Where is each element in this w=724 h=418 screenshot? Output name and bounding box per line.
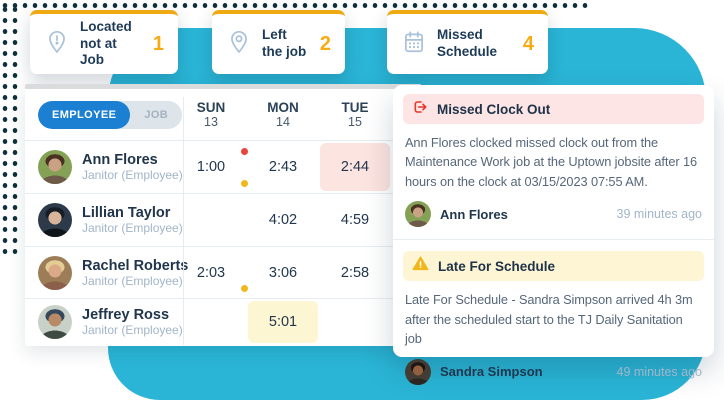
view-toggle: EMPLOYEE JOB [38, 100, 183, 129]
time-cell[interactable]: 2:43 [268, 159, 298, 175]
toggle-employee[interactable]: EMPLOYEE [38, 100, 131, 129]
time-cell[interactable] [176, 196, 246, 244]
employee-name: Rachel Roberts [82, 257, 189, 274]
notification-body: Ann Flores clocked missed clock out from… [405, 135, 698, 189]
card-label: Left the job [262, 27, 307, 59]
employee-role: Janitor (Employee) [82, 168, 183, 182]
time-cell-highlight-missed[interactable]: 2:44 [320, 143, 390, 191]
avatar [38, 150, 72, 184]
card-count: 4 [522, 32, 534, 55]
schedule-table: EMPLOYEE JOB SUN 13 MON 14 TUE 15 Ann Fl… [25, 84, 421, 346]
card-missed-schedule[interactable]: Missed Schedule 4 [387, 10, 548, 74]
time-cell[interactable]: 2:58 [340, 264, 370, 281]
time-cell[interactable]: 4:59 [340, 212, 370, 228]
card-located-not-at-job[interactable]: Located not at Job 1 [30, 10, 178, 74]
avatar [38, 305, 72, 339]
notification-divider [393, 239, 714, 241]
alert-dot-yellow [241, 180, 248, 187]
employee-role: Janitor (Employee) [82, 323, 183, 337]
avatar [38, 255, 72, 290]
column-header-mon: MON 14 [267, 99, 299, 130]
avatar [405, 358, 431, 385]
notification-late-for-schedule[interactable]: Late For Schedule [403, 251, 704, 282]
pin-icon [226, 29, 252, 60]
notification-body: Late For Schedule - Sandra Simpson arriv… [405, 292, 693, 347]
time-cell[interactable] [176, 301, 246, 343]
pin-alert-icon [44, 29, 70, 60]
avatar [405, 201, 431, 228]
notification-missed-clock-out[interactable]: Missed Clock Out [403, 94, 704, 124]
column-header-tue: TUE 15 [341, 99, 369, 130]
card-count: 2 [319, 32, 331, 55]
avatar [38, 203, 72, 237]
time-cell[interactable]: 3:06 [268, 264, 298, 281]
dot-pattern-left [0, 4, 18, 258]
time-cell-highlight-late[interactable]: 5:01 [248, 301, 318, 343]
table-row-ann-flores[interactable]: Ann Flores Janitor (Employee) 1:00 2:43 … [25, 141, 421, 194]
column-header-sun: SUN 13 [196, 99, 226, 130]
time-cell[interactable]: 4:02 [268, 212, 298, 228]
notification-title: Missed Clock Out [437, 101, 551, 117]
employee-name: Ann Flores [82, 152, 158, 168]
table-top-strip [25, 84, 421, 89]
employee-name: Jeffrey Ross [82, 307, 170, 323]
card-count: 1 [152, 32, 164, 55]
employee-role: Janitor (Employee) [82, 273, 183, 288]
notifications-panel: Missed Clock Out Ann Flores clocked miss… [393, 85, 714, 385]
table-row-jeffrey-ross[interactable]: Jeffrey Ross Janitor (Employee) 5:01 [25, 299, 421, 345]
notification-person: Ann Flores [440, 206, 508, 222]
card-left-the-job[interactable]: Left the job 2 [212, 10, 345, 74]
table-row-rachel-roberts[interactable]: Rachel Roberts Janitor (Employee) 2:03 3… [25, 247, 421, 299]
dot-pattern-top [0, 0, 592, 10]
employee-role: Janitor (Employee) [82, 221, 183, 235]
warning-icon [412, 255, 429, 277]
table-row-lillian-taylor[interactable]: Lillian Taylor Janitor (Employee) 4:02 4… [25, 194, 421, 247]
time-cell[interactable]: 2:03 [196, 264, 226, 281]
notification-person: Sandra Simpson [440, 364, 543, 380]
clock-out-icon [412, 99, 428, 120]
notification-timestamp: 39 minutes ago [616, 207, 702, 222]
column-divider [183, 97, 184, 140]
alert-dot-yellow [241, 285, 248, 292]
table-header: EMPLOYEE JOB SUN 13 MON 14 TUE 15 [25, 89, 421, 141]
employee-name: Lillian Taylor [82, 205, 171, 221]
time-cell[interactable]: 1:00 [196, 159, 226, 175]
notification-timestamp: 49 minutes ago [616, 364, 702, 379]
card-label: Missed Schedule [437, 27, 498, 59]
card-label: Located not at Job [80, 18, 132, 68]
time-cell[interactable] [320, 301, 390, 343]
calendar-icon [401, 29, 427, 60]
notification-title: Late For Schedule [438, 258, 556, 274]
alert-dot-red [241, 148, 248, 155]
toggle-job[interactable]: JOB [144, 108, 169, 121]
